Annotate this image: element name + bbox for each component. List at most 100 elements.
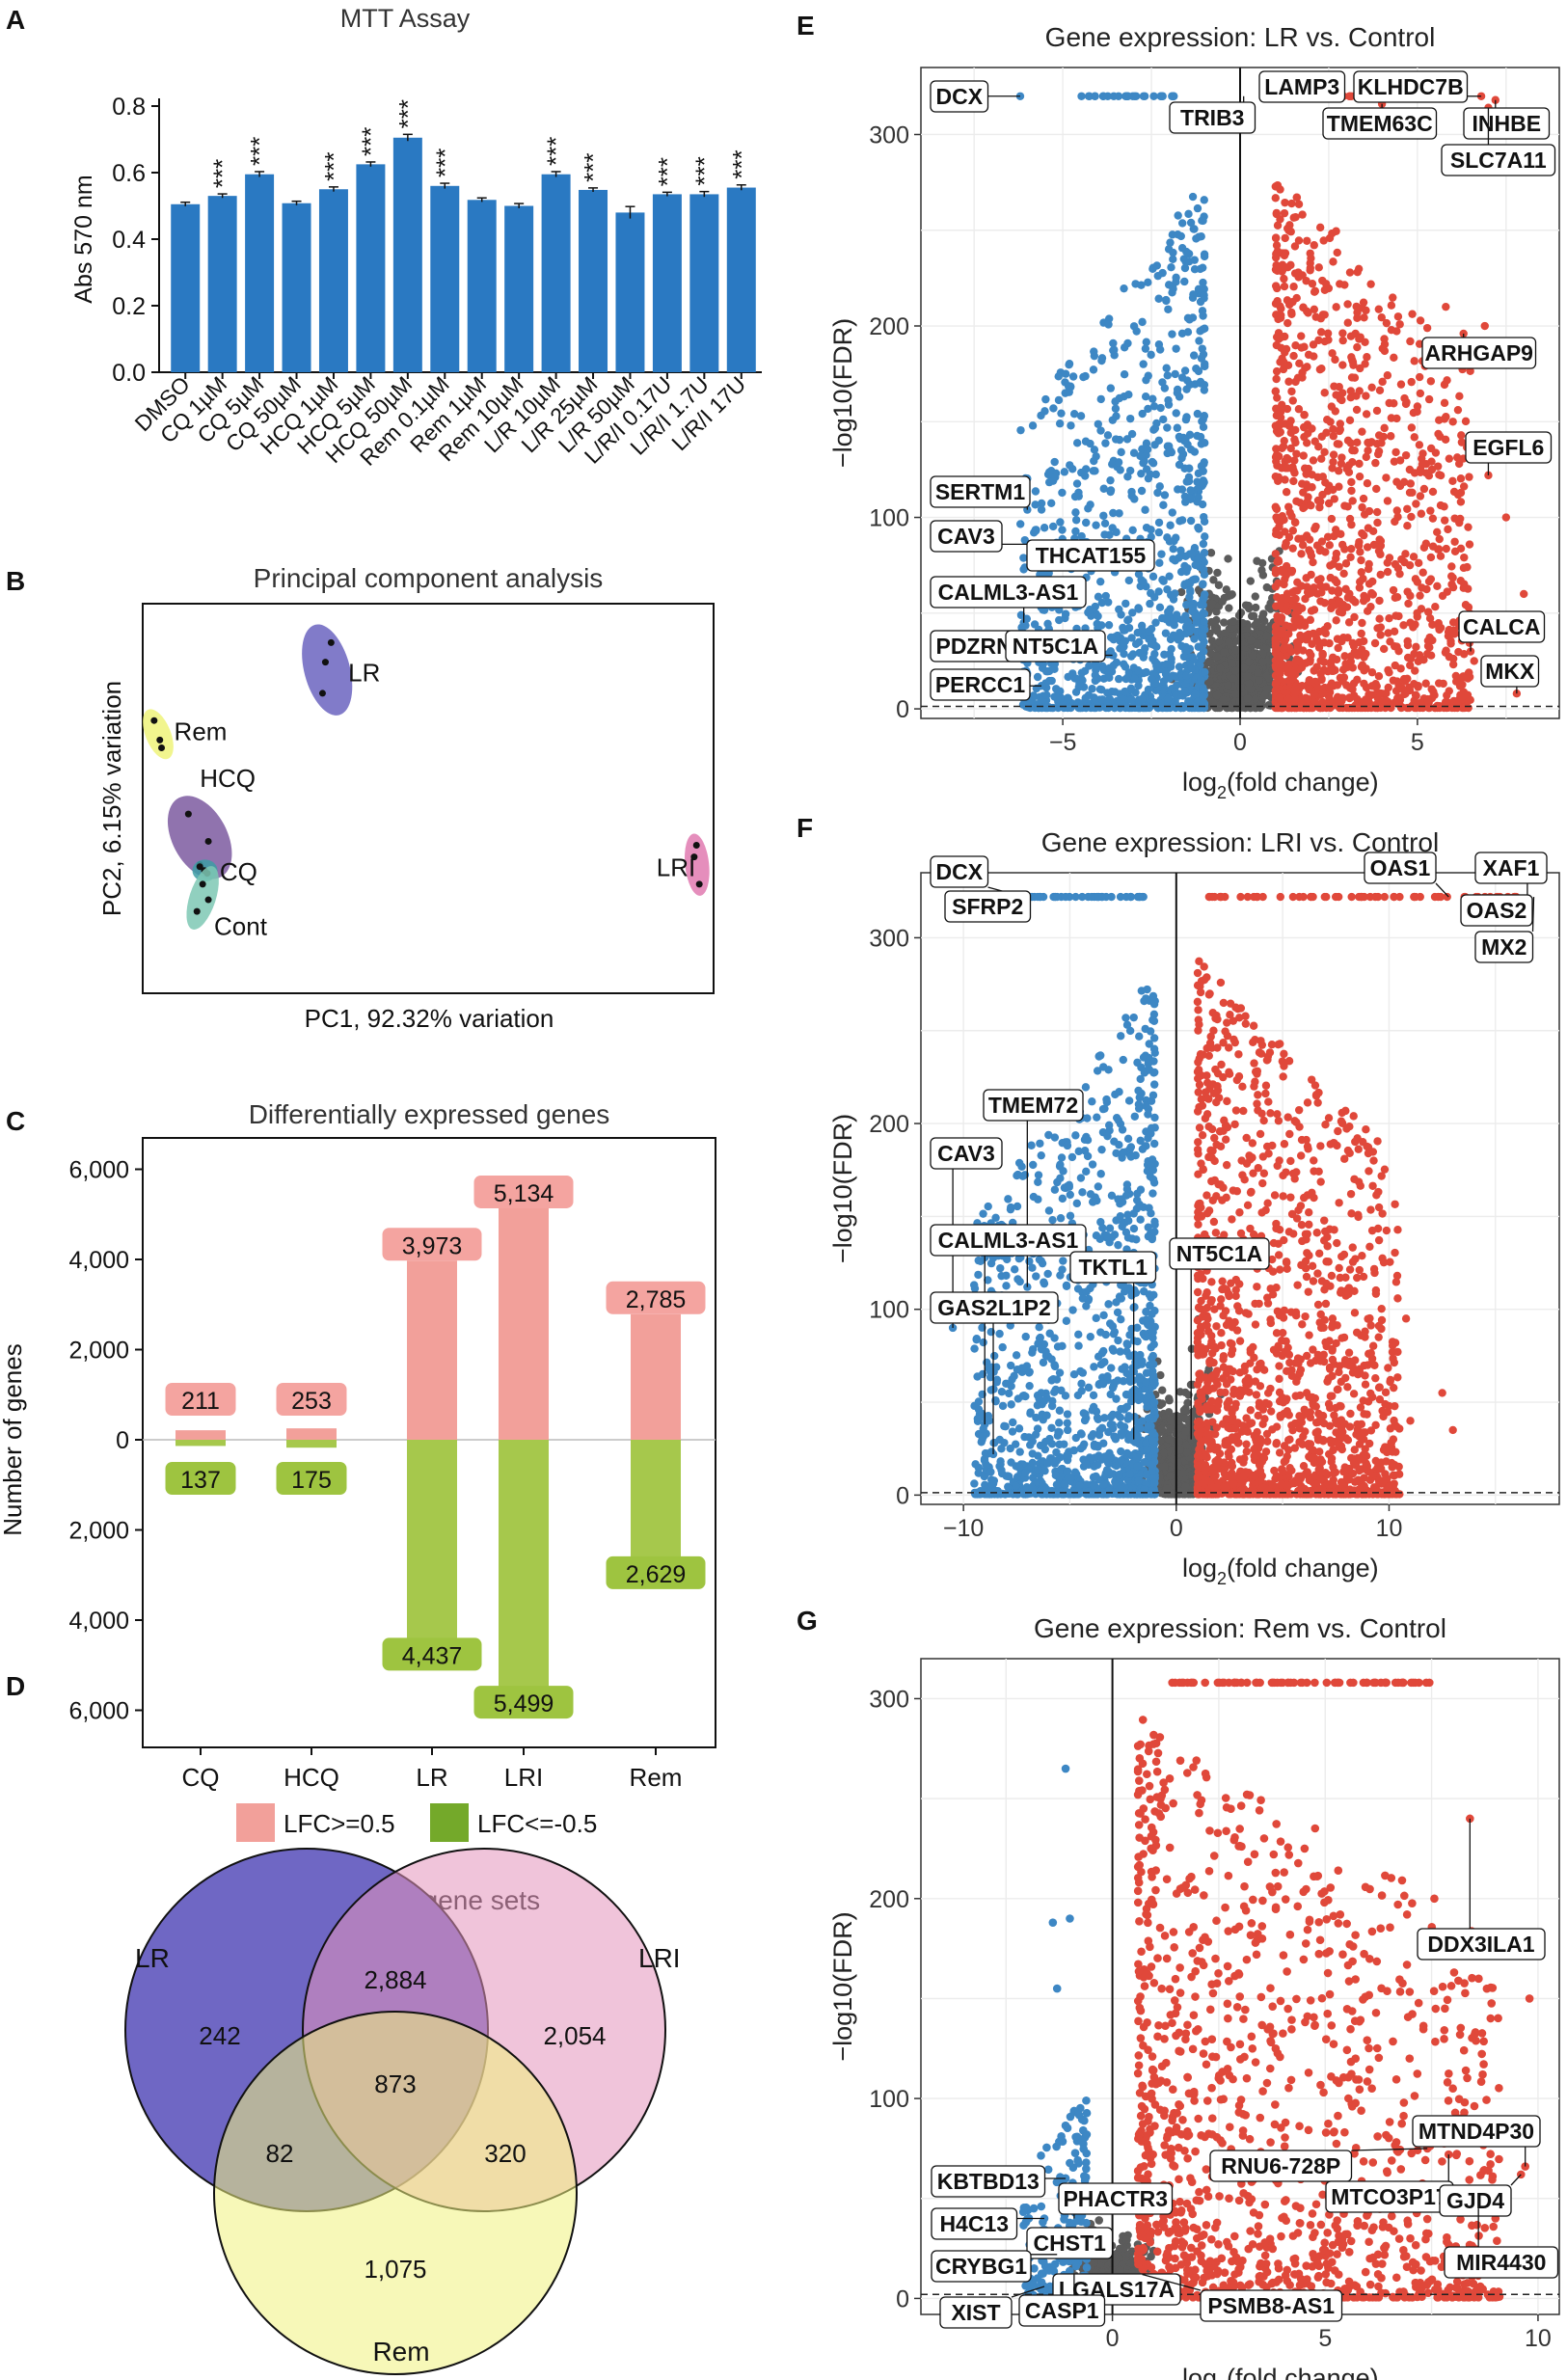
gene-point (1410, 357, 1418, 365)
gene-point (1081, 465, 1091, 473)
gene-point (1218, 597, 1227, 606)
gene-point (1187, 550, 1197, 558)
gene-point (1185, 580, 1194, 588)
gene-point (1350, 373, 1360, 382)
gene-point (1350, 612, 1359, 622)
gene-point (1169, 284, 1177, 293)
set-label: LRI (638, 1943, 681, 1973)
bar (504, 205, 534, 372)
gene-point (1334, 643, 1342, 653)
gene-point (1280, 436, 1288, 446)
significance-mark: *** (356, 127, 385, 156)
gene-point (1225, 604, 1233, 612)
gene-point (1165, 572, 1174, 581)
gene-point (1071, 516, 1081, 525)
gene-point (1378, 344, 1387, 353)
gene-point (1104, 598, 1113, 607)
x-tick-label: 5 (1411, 729, 1424, 756)
gene-point (1231, 690, 1240, 699)
gene-point (1199, 467, 1207, 475)
gene-point (1128, 92, 1137, 100)
gene-point (1050, 457, 1059, 467)
gene-point (1442, 544, 1450, 554)
bar (318, 189, 348, 372)
gene-point (1139, 578, 1148, 586)
gene-label: DCX (935, 84, 983, 109)
gene-point (1159, 677, 1169, 686)
gene-point (1149, 593, 1159, 602)
gene-point (1355, 472, 1364, 481)
gene-point (1031, 526, 1040, 534)
gene-point (1353, 675, 1362, 685)
gene-label: EGFL6 (1472, 435, 1544, 460)
gene-point (1090, 456, 1098, 466)
gene-point (1310, 287, 1319, 296)
gene-point (1362, 695, 1370, 705)
gene-point (1127, 429, 1137, 439)
gene-point (1175, 460, 1184, 470)
gene-point (1457, 431, 1466, 440)
gene-point (1415, 651, 1424, 660)
gene-point (1198, 344, 1206, 353)
gene-point (1436, 500, 1445, 510)
gene-point (1346, 332, 1356, 340)
gene-point (1200, 380, 1209, 390)
gene-point (1177, 485, 1187, 494)
gene-point (1328, 349, 1337, 358)
chart-title: Gene expression: LR vs. Control (1045, 22, 1436, 52)
gene-point (1180, 263, 1190, 273)
gene-point (1048, 1215, 1057, 1225)
gene-point (1280, 282, 1289, 291)
gene-point (1501, 513, 1511, 522)
gene-point (1174, 636, 1183, 644)
gene-point (1358, 502, 1366, 512)
gene-point (1387, 301, 1396, 310)
gene-point (1200, 570, 1209, 580)
chart-title: Principal component analysis (254, 563, 604, 593)
gene-point (1071, 508, 1080, 517)
gene-point (1141, 392, 1150, 401)
gene-point (1448, 618, 1458, 627)
gene-point (1298, 681, 1307, 690)
gene-point (1413, 402, 1422, 411)
gene-point (1146, 599, 1154, 609)
gene-point (1403, 521, 1412, 530)
gene-point (1277, 630, 1285, 638)
gene-point (1128, 650, 1138, 659)
gene-point (1229, 617, 1238, 626)
gene-point (1200, 196, 1208, 204)
gene-point (1106, 475, 1115, 485)
gene-point (1280, 208, 1289, 218)
y-tick-label: 100 (869, 505, 909, 532)
gene-point (970, 1479, 979, 1488)
gene-label: SLC7A11 (1450, 148, 1547, 173)
gene-point (1304, 493, 1312, 501)
gene-point (1168, 671, 1177, 680)
gene-point (1093, 1113, 1101, 1122)
gene-point (1123, 616, 1132, 625)
gene-point (1200, 458, 1208, 467)
gene-point (1282, 594, 1290, 604)
gene-point (1318, 473, 1328, 481)
gene-point (1354, 541, 1364, 550)
gene-point (1169, 255, 1177, 263)
significance-mark: *** (579, 153, 608, 182)
gene-point (1355, 459, 1364, 469)
gene-point (1213, 627, 1222, 636)
gene-point (1124, 576, 1134, 585)
gene-point (1399, 477, 1409, 487)
gene-point (1188, 293, 1198, 303)
gene-point (1297, 332, 1306, 340)
gene-point (1253, 639, 1261, 648)
sample-point (150, 717, 158, 724)
gene-point (1129, 448, 1139, 457)
gene-point (1160, 1462, 1169, 1471)
gene-point (1239, 663, 1249, 673)
gene-point (1164, 1408, 1174, 1417)
gene-point (1446, 636, 1455, 646)
gene-point (1389, 585, 1398, 595)
gene-point (1152, 642, 1161, 651)
gene-point (1434, 545, 1444, 554)
gene-point (1344, 468, 1354, 476)
significance-mark: *** (689, 156, 718, 185)
